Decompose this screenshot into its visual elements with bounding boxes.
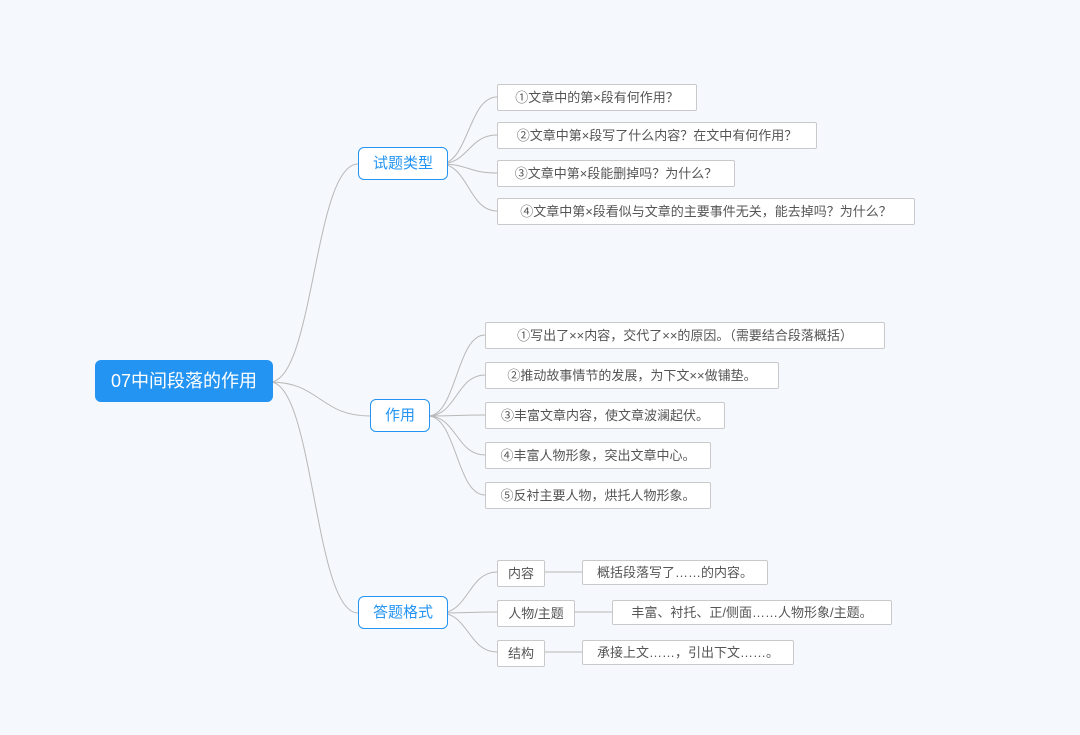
leaf-b2-3: ④丰富人物形象，突出文章中心。	[485, 442, 711, 469]
leaf-b1-0: ①文章中的第×段有何作用？	[497, 84, 697, 111]
leaf-b2-2: ③丰富文章内容，使文章波澜起伏。	[485, 402, 725, 429]
leaf-b3-2: 结构	[497, 640, 545, 667]
leaf-b3-0: 内容	[497, 560, 545, 587]
subleaf-b3-2: 承接上文……，引出下文……。	[582, 640, 794, 665]
leaf-b3-1: 人物/主题	[497, 600, 575, 627]
branch-b1: 试题类型	[358, 147, 448, 180]
leaf-b1-2: ③文章中第×段能删掉吗？为什么？	[497, 160, 735, 187]
leaf-b2-0: ①写出了××内容，交代了××的原因。（需要结合段落概括）	[485, 322, 885, 349]
root-node: 07中间段落的作用	[95, 360, 273, 402]
leaf-b2-4: ⑤反衬主要人物，烘托人物形象。	[485, 482, 711, 509]
branch-b3: 答题格式	[358, 596, 448, 629]
leaf-b1-1: ②文章中第×段写了什么内容？在文中有何作用？	[497, 122, 817, 149]
branch-b2: 作用	[370, 399, 430, 432]
subleaf-b3-0: 概括段落写了……的内容。	[582, 560, 768, 585]
leaf-b1-3: ④文章中第×段看似与文章的主要事件无关，能去掉吗？为什么？	[497, 198, 915, 225]
leaf-b2-1: ②推动故事情节的发展，为下文××做铺垫。	[485, 362, 779, 389]
subleaf-b3-1: 丰富、衬托、正/侧面……人物形象/主题。	[612, 600, 892, 625]
